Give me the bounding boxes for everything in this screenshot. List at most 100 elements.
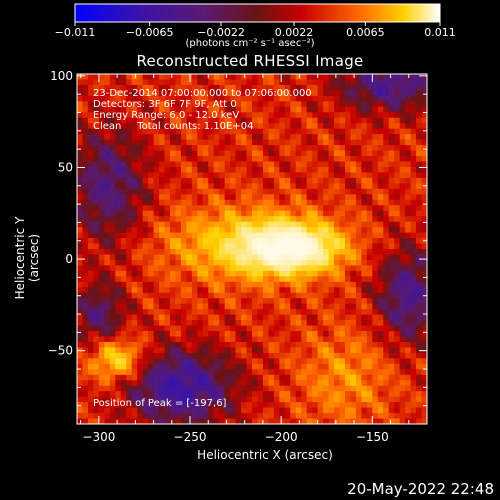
heatmap-cell [273,117,280,124]
heatmap-cell [93,259,100,266]
heatmap-cell [388,265,395,272]
heatmap-cell [137,369,144,376]
heatmap-cell [361,145,368,151]
heatmap-cell [180,309,187,316]
heatmap-cell [186,172,193,179]
heatmap-cell [208,232,215,239]
heatmap-cell [126,374,133,381]
heatmap-cell [377,374,384,381]
heatmap-cell [159,156,165,162]
heatmap-cell [224,281,231,288]
heatmap-cell [213,363,220,370]
heatmap-cell [279,134,286,141]
heatmap-cell [334,402,340,408]
heatmap-cell [120,238,127,244]
heatmap-cell [350,243,357,250]
heatmap-cell [416,287,422,294]
heatmap-cell [202,309,209,316]
heatmap-cell [82,385,89,392]
heatmap-cell [180,369,187,376]
heatmap-cell [148,172,154,179]
heatmap-cell [230,259,236,266]
heatmap-cell [295,161,302,168]
heatmap-cell [317,320,324,326]
heatmap-cell [334,320,340,326]
heatmap-cell [366,134,373,141]
heatmap-cell [295,150,302,157]
heatmap-cell [120,188,127,195]
heatmap-cell [131,177,138,184]
heatmap-cell [312,117,319,124]
heatmap-cell [164,150,171,157]
heatmap-cell [235,325,242,332]
heatmap-cell [290,352,297,359]
heatmap-cell [180,325,187,332]
heatmap-cell [372,270,379,277]
heatmap-cell [284,331,291,337]
heatmap-cell [169,391,176,398]
heatmap-cell [164,90,171,97]
heatmap-cell [131,331,138,337]
heatmap-cell [257,172,264,179]
heatmap-cell [126,172,133,179]
heatmap-cell [137,221,144,228]
heatmap-cell [279,101,286,108]
heatmap-cell [224,172,231,179]
heatmap-cell [93,325,100,332]
heatmap-cell [77,281,83,288]
heatmap-cell [235,391,242,398]
heatmap-cell [410,385,417,392]
heatmap-cell [262,407,269,414]
heatmap-cell [290,276,297,283]
heatmap-cell [197,325,204,332]
heatmap-cell [394,363,401,370]
heatmap-cell [312,358,319,365]
heatmap-cell [219,145,226,151]
heatmap-cell [191,95,198,102]
heatmap-cell [115,172,122,179]
heatmap-cell [383,117,390,124]
heatmap-cell [230,292,236,299]
heatmap-cell [405,216,411,223]
heatmap-cell [366,221,373,228]
heatmap-cell [109,358,116,365]
heatmap-cell [131,145,138,151]
heatmap-cell [191,106,198,113]
heatmap-cell [148,106,154,113]
heatmap-cell [142,150,149,157]
heatmap-cell [208,265,215,272]
heatmap-cell [372,298,379,305]
heatmap-cell [366,320,373,326]
heatmap-cell [372,79,379,86]
heatmap-cell [87,101,94,108]
heatmap-cell [410,276,417,283]
heatmap-cell [405,101,411,108]
heatmap-cell [361,123,368,130]
heatmap-cell [142,320,149,326]
heatmap-cell [306,352,313,359]
heatmap-cell [169,265,176,272]
heatmap-cell [284,303,291,310]
heatmap-cell [317,74,324,80]
heatmap-cell [202,363,209,370]
heatmap-cell [344,331,351,337]
heatmap-cell [350,161,357,168]
heatmap-cell [148,199,154,206]
heatmap-cell [153,352,160,359]
heatmap-cell [235,358,242,365]
heatmap-cell [208,391,215,398]
heatmap-cell [208,90,215,97]
heatmap-cell [372,139,379,146]
heatmap-cell [230,84,236,91]
heatmap-cell [328,101,335,108]
heatmap-cell [334,407,340,414]
heatmap-cell [273,139,280,146]
heatmap-cell [137,112,144,119]
heatmap-cell [197,156,204,162]
heatmap-cell [388,402,395,408]
heatmap-cell [169,254,176,261]
heatmap-cell [186,298,193,305]
heatmap-cell [153,396,160,403]
heatmap-cell [219,156,226,162]
heatmap-cell [328,221,335,228]
